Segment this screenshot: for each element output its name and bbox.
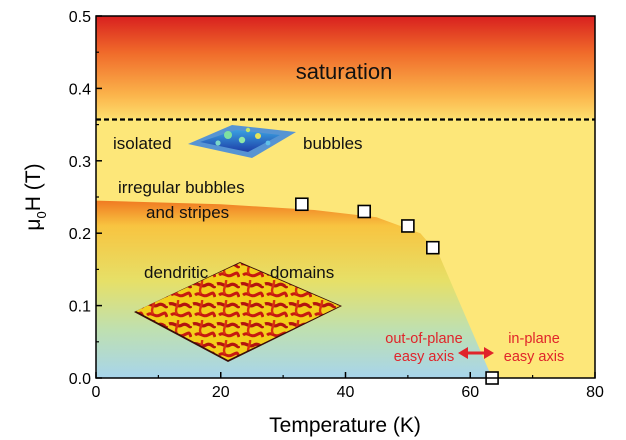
- y-tick-label: 0.5: [69, 9, 91, 26]
- saturation-region: [96, 16, 595, 120]
- data-point-marker: [357, 204, 372, 219]
- bubble-surface-inset: [188, 125, 296, 158]
- region-label-saturation: saturation: [296, 59, 393, 84]
- region-label-domains: domains: [270, 263, 334, 282]
- x-tick-label: 20: [212, 384, 230, 401]
- region-label-isolated: isolated: [113, 134, 172, 153]
- annotation-in-plane-line1: in-plane: [508, 331, 560, 347]
- region-label-bubbles: bubbles: [303, 134, 363, 153]
- x-tick-label: 0: [92, 384, 101, 401]
- double-arrow-icon: [458, 347, 494, 359]
- data-point-marker: [401, 219, 415, 233]
- region-label-irregular-line1: irregular bubbles: [118, 178, 245, 197]
- annotation-in-plane-line2: easy axis: [504, 349, 564, 365]
- annotation-out-of-plane-line2: easy axis: [394, 349, 454, 365]
- data-point-marker: [426, 240, 440, 255]
- region-label-dendritic: dendritic: [144, 263, 209, 282]
- region-label-irregular-line2: and stripes: [146, 203, 229, 222]
- data-point-marker: [295, 197, 309, 212]
- x-axis-label: Temperature (K): [269, 414, 421, 437]
- x-tick-label: 60: [461, 384, 479, 401]
- y-tick-label: 0.1: [69, 299, 91, 316]
- y-tick-label: 0.0: [69, 371, 91, 388]
- annotation-out-of-plane-line1: out-of-plane: [385, 331, 462, 347]
- y-tick-label: 0.2: [69, 226, 91, 243]
- y-axis-label: μ0H (T): [22, 163, 49, 230]
- y-tick-label: 0.4: [69, 81, 91, 98]
- x-tick-label: 40: [337, 384, 355, 401]
- x-tick-label: 80: [586, 384, 604, 401]
- y-tick-label: 0.3: [69, 154, 91, 171]
- dendritic-domain-inset: [134, 262, 342, 362]
